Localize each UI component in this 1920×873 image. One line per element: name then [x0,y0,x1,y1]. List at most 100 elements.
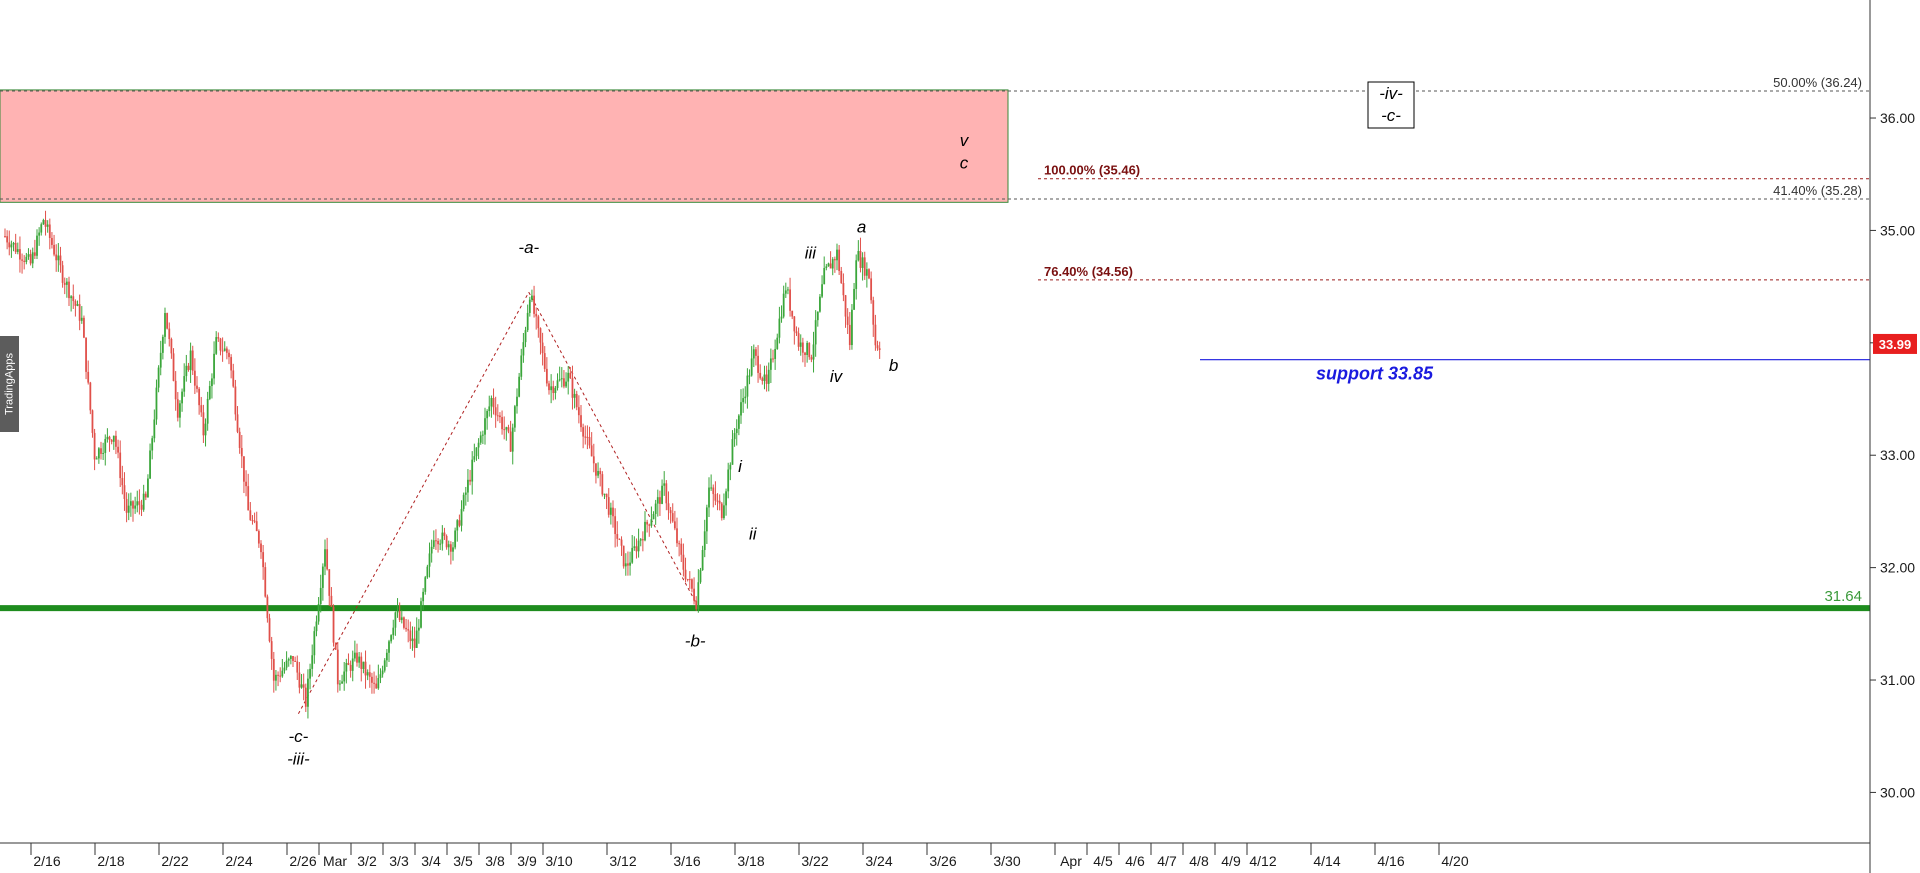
candle-body [409,630,412,642]
candle-body [257,531,260,544]
candle-body [471,459,474,482]
x-tick-label: 2/26 [289,853,316,869]
candle-body [287,658,290,661]
candle-body [729,464,732,470]
candle-body [652,514,655,520]
candle-body [748,375,751,377]
candle-body [550,386,553,391]
candle-body [680,543,683,555]
candle-body [78,304,81,321]
candle-body [473,456,476,460]
candle-body [33,252,36,256]
candle-body [157,367,160,388]
candle-body [349,664,352,671]
candle-body [782,293,785,317]
candle-body [682,554,685,570]
candle-body [283,667,286,671]
candle-body [347,662,350,665]
candle-body [108,436,111,440]
candle-body [253,520,256,522]
wave-label: -iii- [287,749,310,768]
candle-body [356,652,358,663]
candle-body [590,445,593,457]
candle-body [573,393,576,398]
candle-body [25,256,28,263]
candle-body [72,296,75,302]
candle-body [684,569,687,580]
candle-body [848,324,851,346]
candle-body [533,295,535,314]
candle-body [441,532,444,544]
candle-body [428,553,431,567]
candle-body [622,545,625,567]
candle-body [712,487,715,495]
candle-body [499,415,501,418]
candle-body [208,386,211,399]
candle-body [774,348,777,359]
candle-body [874,324,877,346]
candle-body [321,566,324,588]
candle-body [592,456,595,464]
x-tick-label: 3/30 [993,853,1020,869]
candle-body [575,393,578,408]
x-tick-label: 3/12 [609,853,636,869]
x-tick-label: 3/9 [517,853,537,869]
support-label-31-64: 31.64 [1824,588,1862,605]
candle-body [339,683,341,685]
candle-body [853,288,855,310]
candle-body [215,337,218,354]
candle-body [330,595,333,607]
candle-body [83,317,85,338]
candle-body [556,380,559,388]
candle-body [396,610,399,613]
candle-body [804,352,806,355]
y-tick-label: 35.00 [1880,222,1915,238]
candle-body [612,507,614,517]
candle-body [755,349,757,356]
candle-body [479,435,482,443]
candle-body [601,474,604,495]
candle-body [541,342,544,354]
candle-body [336,649,339,685]
candle-body [234,386,237,415]
x-tick-label: 2/18 [97,853,124,869]
candle-body [170,339,173,354]
x-tick-label: 4/20 [1441,853,1468,869]
candle-body [36,235,38,256]
candle-body [676,528,678,544]
x-tick-label: 3/3 [389,853,409,869]
candle-body [644,521,646,541]
candle-body [522,342,525,356]
candle-body [584,436,587,438]
candle-body [70,296,73,299]
candle-body [172,353,175,381]
y-tick-label: 31.00 [1880,672,1915,688]
candle-body [827,263,830,267]
candle-body [452,547,454,552]
candle-body [650,519,653,526]
candle-body [292,655,294,661]
candle-body [272,658,275,681]
candle-body [420,601,422,628]
candle-body [142,493,145,510]
candle-body [620,539,623,546]
candle-body [12,242,15,245]
candle-body [371,676,373,683]
candle-body [851,309,853,346]
y-tick-label: 33.00 [1880,447,1915,463]
candle-body [373,682,375,684]
candle-body [793,316,796,332]
candle-body [445,535,448,548]
candle-body [104,438,107,453]
candle-body [407,629,410,631]
candle-body [87,371,90,383]
candle-body [503,429,506,431]
candle-body [125,498,128,513]
x-tick-label: Mar [323,853,347,869]
candle-body [10,244,13,248]
candle-body [309,668,311,679]
candle-body [232,370,235,387]
candle-body [61,265,64,283]
fib-level-label: 76.40% (34.56) [1044,264,1133,279]
candle-body [797,333,800,347]
